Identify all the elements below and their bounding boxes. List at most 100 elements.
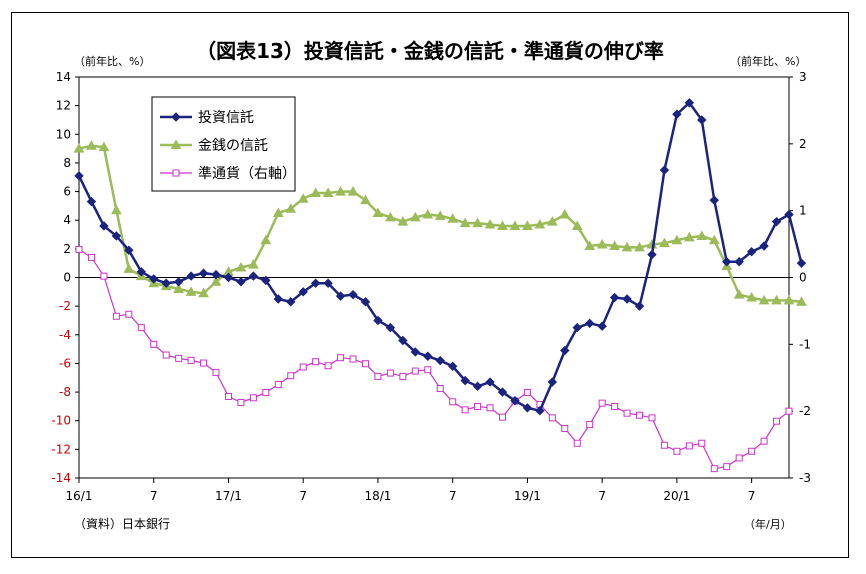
data-point: [75, 245, 83, 253]
source-note: （資料）日本銀行: [74, 517, 170, 531]
data-point: [262, 388, 270, 396]
x-tick-label: 16/1: [66, 489, 93, 503]
data-point: [522, 403, 533, 413]
data-point: [347, 186, 359, 196]
data-point: [472, 381, 483, 392]
data-point: [671, 234, 683, 245]
left-tick-label: -14: [51, 471, 71, 485]
data-point: [773, 417, 781, 425]
data-point: [261, 275, 271, 286]
data-point: [349, 355, 357, 363]
data-point: [784, 209, 794, 220]
right-tick-label: -1: [799, 337, 811, 351]
data-point: [434, 210, 446, 220]
data-point: [397, 216, 409, 226]
data-point: [609, 240, 620, 250]
data-point: [735, 454, 743, 462]
data-point: [597, 321, 607, 331]
data-point: [571, 220, 583, 230]
data-point: [136, 267, 146, 277]
left-tick-label: -8: [59, 385, 71, 399]
data-point: [484, 218, 496, 229]
data-point: [361, 360, 369, 368]
data-point: [198, 268, 209, 278]
data-point: [200, 359, 208, 367]
left-tick-label: 10: [56, 127, 71, 141]
data-point: [609, 292, 620, 303]
right-axis-unit: （前年比、%）: [730, 54, 806, 68]
data-point: [758, 294, 770, 305]
data-point: [474, 402, 482, 410]
data-point: [272, 207, 284, 218]
data-point: [100, 272, 108, 280]
data-point: [746, 292, 757, 302]
chart-title: （図表13）投資信託・金銭の信託・準通貨の伸び率: [196, 39, 664, 63]
data-point: [187, 356, 195, 364]
data-point: [123, 263, 135, 273]
data-point: [186, 271, 196, 281]
data-point: [212, 368, 220, 376]
data-point: [535, 405, 545, 416]
data-point: [386, 369, 394, 377]
data-point: [733, 289, 745, 299]
data-point: [372, 207, 384, 218]
data-point: [248, 259, 259, 269]
data-point: [99, 221, 109, 231]
data-point: [673, 447, 681, 455]
data-point: [185, 286, 197, 296]
data-point: [173, 277, 184, 287]
left-tick-label: 2: [63, 242, 71, 256]
data-point: [759, 241, 769, 251]
data-point: [596, 239, 608, 249]
data-point: [310, 278, 321, 288]
data-point: [584, 318, 595, 329]
data-point: [771, 216, 782, 227]
left-tick-label: -12: [51, 442, 71, 456]
x-tick-label: 17/1: [215, 489, 242, 503]
data-point: [324, 362, 332, 370]
data-point: [796, 258, 807, 268]
data-point: [672, 109, 682, 119]
data-point: [509, 220, 521, 230]
data-point: [485, 377, 495, 387]
data-point: [322, 187, 334, 198]
data-point: [161, 278, 171, 288]
data-point: [573, 439, 581, 447]
data-point: [548, 414, 556, 422]
data-point: [285, 203, 297, 213]
chart: （図表13）投資信託・金銭の信託・準通貨の伸び率 （前年比、%） （前年比、%）…: [51, 39, 811, 531]
data-point: [459, 217, 471, 228]
data-point: [572, 322, 582, 333]
data-point: [172, 169, 180, 177]
left-axis-ticks: 14 12 10 8 6 4 2 0 -2 -4 -6 -8 -10 -12 -14: [51, 70, 79, 485]
data-point: [634, 241, 645, 252]
data-point: [198, 287, 209, 298]
right-axis-ticks: 3 2 1 0 -1 -2 -3: [789, 70, 811, 485]
data-point: [73, 143, 85, 153]
data-point: [235, 261, 247, 272]
data-point: [659, 165, 670, 175]
data-point: [399, 372, 407, 380]
data-point: [273, 294, 284, 304]
data-point: [697, 115, 707, 125]
series-1: [73, 140, 807, 306]
data-point: [237, 398, 245, 406]
data-point: [447, 361, 458, 371]
data-point: [360, 297, 371, 307]
data-point: [734, 257, 744, 267]
data-point: [424, 366, 432, 374]
data-point: [298, 287, 308, 297]
data-point: [335, 291, 346, 301]
data-point: [559, 208, 571, 219]
x-tick-label: 7: [150, 489, 158, 503]
data-point: [74, 171, 84, 181]
data-point: [523, 388, 531, 396]
data-point: [385, 211, 396, 222]
data-point: [310, 187, 322, 198]
data-point: [611, 402, 619, 410]
data-point: [236, 277, 246, 287]
x-tick-label: 7: [598, 489, 606, 503]
data-point: [173, 283, 185, 293]
data-point: [385, 322, 396, 333]
